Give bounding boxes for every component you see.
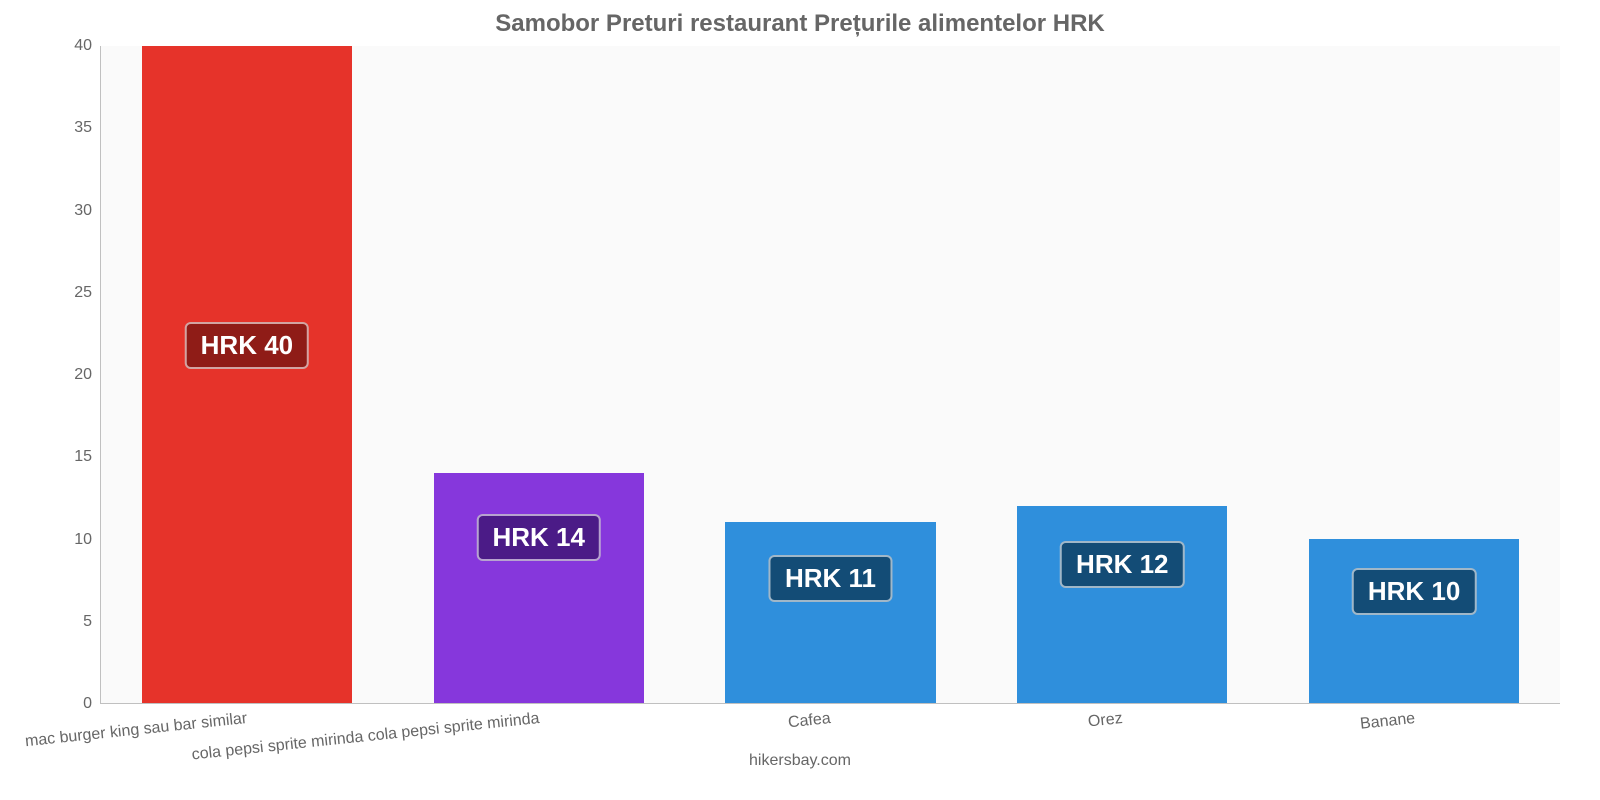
x-tick: Cafea [684, 710, 976, 750]
value-label: HRK 11 [769, 555, 892, 602]
bar-slot: HRK 40 [101, 46, 393, 703]
value-label: HRK 14 [476, 514, 600, 561]
x-tick-label: Orez [1088, 710, 1124, 732]
x-tick: Banane [1268, 710, 1560, 750]
bar: HRK 12 [1017, 506, 1227, 703]
y-tick: 0 [83, 695, 92, 713]
y-tick: 10 [74, 531, 92, 549]
y-tick: 15 [74, 448, 92, 466]
bar-slot: HRK 12 [976, 46, 1268, 703]
bar-slot: HRK 14 [393, 46, 685, 703]
x-tick: cola pepsi sprite mirinda cola pepsi spr… [392, 710, 684, 750]
y-tick: 25 [74, 284, 92, 302]
x-tick-label: Banane [1359, 710, 1416, 734]
x-tick: Orez [976, 710, 1268, 750]
y-tick: 30 [74, 202, 92, 220]
bar: HRK 40 [142, 46, 352, 703]
value-label: HRK 10 [1352, 568, 1476, 615]
bar-slot: HRK 11 [685, 46, 977, 703]
bar: HRK 11 [725, 522, 935, 703]
chart-container: Samobor Preturi restaurant Prețurile ali… [0, 0, 1600, 800]
y-tick: 20 [74, 366, 92, 384]
y-tick: 35 [74, 119, 92, 137]
y-tick: 5 [83, 613, 92, 631]
y-axis: 0510152025303540 [40, 46, 100, 704]
y-tick: 40 [74, 37, 92, 55]
plot-area: HRK 40 HRK 14 HRK 11 HRK 12 HRK 10 [100, 46, 1560, 704]
x-tick-label: Cafea [788, 710, 832, 732]
bar: HRK 10 [1309, 539, 1519, 703]
chart-title: Samobor Preturi restaurant Prețurile ali… [40, 10, 1560, 38]
x-axis-row: mac burger king sau bar similarcola peps… [40, 704, 1560, 750]
plot-row: 0510152025303540 HRK 40HRK 14HRK 11HRK 1… [40, 46, 1560, 704]
bar-slot: HRK 10 [1268, 46, 1560, 703]
value-label: HRK 40 [185, 322, 309, 369]
x-axis: mac burger king sau bar similarcola peps… [100, 710, 1560, 750]
bar: HRK 14 [434, 473, 644, 703]
value-label: HRK 12 [1060, 541, 1184, 588]
bars-group: HRK 40 HRK 14 HRK 11 HRK 12 HRK 10 [101, 46, 1560, 703]
